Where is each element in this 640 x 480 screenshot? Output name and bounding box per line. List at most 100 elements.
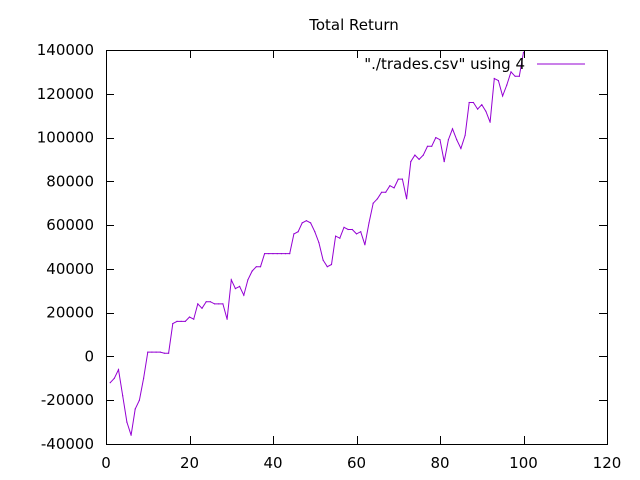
series-point [259, 266, 262, 268]
series-point [197, 303, 199, 305]
series-point [376, 198, 378, 200]
series-point [364, 244, 366, 246]
series-point [472, 101, 474, 104]
series-point [493, 77, 495, 80]
series-point [264, 253, 266, 255]
series-point [109, 382, 111, 384]
series-point [147, 351, 149, 353]
series-point [410, 161, 412, 163]
y-tick-label: 140000 [37, 41, 94, 59]
series-point [247, 279, 249, 281]
y-tick-label: 20000 [46, 304, 94, 322]
series-point [347, 228, 349, 231]
x-tick-label: 100 [509, 454, 538, 472]
series-point [222, 303, 224, 305]
series-point [497, 80, 499, 82]
series-point [477, 108, 479, 110]
series-point [326, 266, 328, 268]
series-point [255, 266, 257, 268]
series-point [138, 399, 140, 401]
series-point [151, 351, 153, 353]
series-point [172, 323, 174, 325]
series-point [451, 128, 454, 130]
series-point [143, 377, 145, 379]
series-point [168, 352, 170, 354]
series-point [468, 101, 470, 104]
series-point [243, 294, 245, 296]
series-point [159, 351, 161, 353]
series-point [305, 220, 307, 222]
series-point [268, 253, 270, 255]
series-point [385, 191, 387, 193]
series-point [418, 158, 420, 160]
series-point [381, 191, 383, 193]
series-point [439, 139, 441, 141]
series-point [176, 320, 178, 322]
series-point [322, 259, 324, 261]
y-tick-label: 60000 [46, 216, 94, 234]
x-tick-label: 20 [180, 454, 199, 472]
series-point [368, 222, 370, 224]
y-tick-label: 0 [84, 347, 94, 365]
series-point [343, 226, 345, 228]
series-point [272, 253, 274, 255]
series-point [130, 434, 132, 436]
series-point [401, 178, 403, 180]
legend: "./trades.csv" using 4 [364, 55, 585, 73]
y-tick-label: -20000 [41, 391, 94, 409]
series-point [360, 231, 362, 233]
series-point [234, 288, 236, 290]
series-point [117, 369, 120, 371]
series-point [393, 187, 395, 189]
series-point [502, 95, 504, 97]
series-point [122, 395, 124, 397]
series-point [218, 303, 220, 305]
series-point [422, 154, 424, 156]
series-point [335, 235, 337, 237]
series-point [126, 421, 128, 423]
series-point [318, 242, 320, 244]
x-tick-label: 40 [263, 454, 282, 472]
y-tick-label: 80000 [46, 172, 94, 190]
series-point [355, 233, 358, 235]
series-point [251, 270, 253, 272]
legend-entry-label: "./trades.csv" using 4 [364, 55, 525, 73]
series-point [397, 178, 399, 180]
series-point [506, 84, 508, 86]
series-point [209, 301, 211, 303]
series-point [489, 121, 491, 123]
series-point [230, 279, 232, 281]
series-point [330, 263, 333, 266]
series-point [201, 307, 203, 309]
series-point [188, 316, 191, 318]
series-point [214, 303, 216, 305]
series-point [443, 161, 445, 163]
series-point [435, 137, 437, 139]
series-point [134, 408, 136, 410]
series-point [464, 134, 466, 136]
series-point [193, 318, 195, 320]
y-tick-label: -40000 [41, 435, 94, 453]
series-point [293, 233, 295, 235]
chart-title: Total Return [308, 16, 399, 34]
series-point [514, 75, 516, 77]
series-point [456, 139, 458, 141]
x-tick-label: 80 [430, 454, 449, 472]
series-line [109, 52, 524, 436]
y-axis-tick-labels: -40000 -20000 0 20000 40000 60000 80000 100000 1… [37, 41, 94, 453]
series-point [339, 237, 341, 239]
series-point [414, 154, 416, 156]
series-point [426, 145, 429, 147]
series-point [485, 110, 487, 112]
series-point [289, 253, 291, 255]
series-point [280, 253, 282, 255]
series-point [310, 222, 312, 224]
series-point [284, 253, 287, 255]
series-point [406, 198, 408, 200]
series-point [297, 231, 299, 233]
series-point [351, 228, 353, 231]
plot-area-border [106, 50, 608, 445]
series-point [113, 377, 115, 379]
series-point [239, 285, 241, 287]
